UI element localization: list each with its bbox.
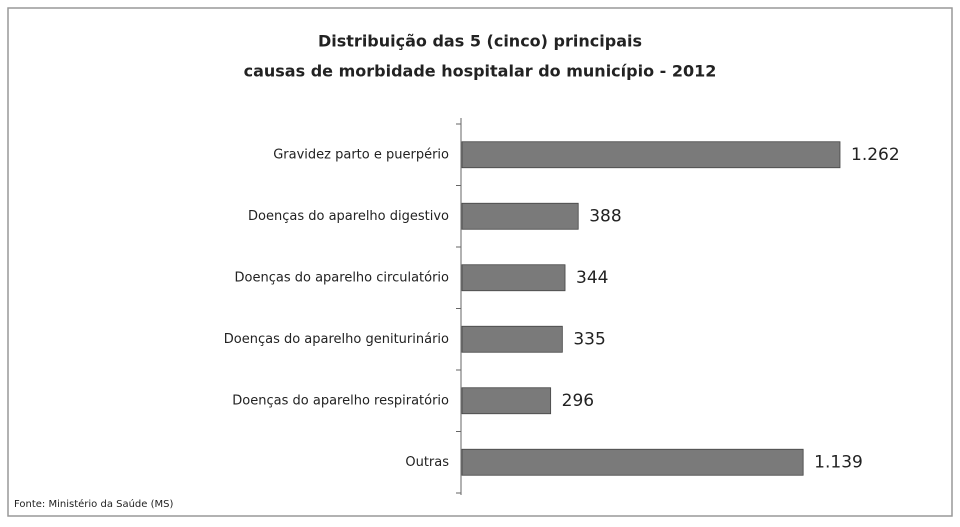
category-label: Outras <box>405 455 449 470</box>
bar <box>461 448 804 476</box>
chart-frame <box>7 7 953 517</box>
bar <box>461 387 552 415</box>
bar <box>461 264 566 292</box>
bar <box>461 202 579 230</box>
category-label: Doenças do aparelho geniturinário <box>224 332 449 347</box>
value-label: 388 <box>589 206 621 226</box>
category-label: Doenças do aparelho digestivo <box>248 209 449 224</box>
category-label: Doenças do aparelho circulatório <box>235 270 450 285</box>
value-label: 1.262 <box>851 145 900 165</box>
category-label: Doenças do aparelho respiratório <box>232 393 449 408</box>
source-note: Fonte: Ministério da Saúde (MS) <box>14 498 173 510</box>
bar <box>461 325 563 353</box>
value-label: 335 <box>573 329 605 349</box>
value-label: 344 <box>576 268 608 288</box>
chart-title: Distribuição das 5 (cinco) principais <box>318 32 642 51</box>
category-label: Gravidez parto e puerpério <box>273 147 449 162</box>
chart-subtitle: causas de morbidade hospitalar do municí… <box>244 62 717 81</box>
bar <box>461 141 841 169</box>
value-label: 296 <box>562 391 594 411</box>
value-label: 1.139 <box>814 452 863 472</box>
